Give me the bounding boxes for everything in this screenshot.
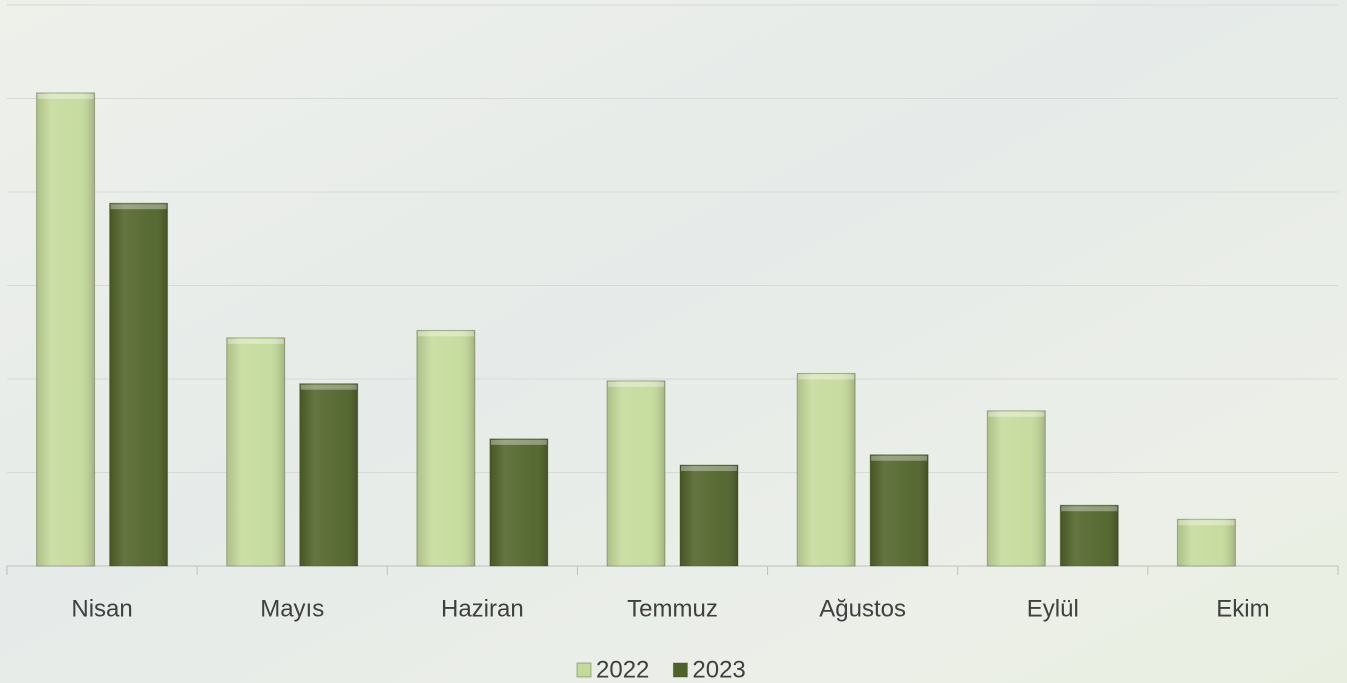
- bar-cap: [798, 374, 855, 380]
- bar: [606, 380, 666, 567]
- bar: [679, 464, 739, 567]
- legend-label: 2023: [692, 656, 745, 683]
- x-tick-label: Temmuz: [627, 595, 718, 622]
- legend-swatch: [576, 662, 592, 678]
- bar: [1059, 504, 1119, 567]
- bar-cap: [490, 439, 547, 445]
- bar: [299, 383, 359, 567]
- bar-cap: [1061, 506, 1118, 512]
- bar-cap: [988, 411, 1045, 417]
- bar: [489, 438, 549, 567]
- bar: [226, 337, 286, 567]
- bar-cap: [37, 93, 94, 99]
- bar-cap: [110, 204, 167, 210]
- bar-cap: [227, 338, 284, 344]
- legend-label: 2022: [596, 656, 649, 683]
- bar: [986, 410, 1046, 567]
- bar-cap: [300, 384, 357, 390]
- bar: [796, 372, 856, 567]
- bar: [1176, 518, 1236, 567]
- bar: [109, 202, 169, 567]
- bar: [36, 92, 96, 567]
- x-tick-label: Ağustos: [819, 595, 906, 622]
- bar-cap: [871, 455, 928, 461]
- bar-cap: [681, 466, 737, 472]
- legend-swatch: [672, 662, 688, 678]
- x-tick-label: Nisan: [71, 595, 132, 622]
- bar-cap: [417, 331, 474, 337]
- x-tick-label: Eylül: [1027, 595, 1079, 622]
- bar: [416, 329, 476, 567]
- x-tick-label: Ekim: [1216, 595, 1269, 622]
- x-tick-label: Haziran: [441, 595, 524, 622]
- bar-cap: [608, 381, 664, 387]
- bar: [869, 454, 929, 567]
- bar-cap: [1178, 520, 1235, 526]
- x-tick-label: Mayıs: [260, 595, 324, 622]
